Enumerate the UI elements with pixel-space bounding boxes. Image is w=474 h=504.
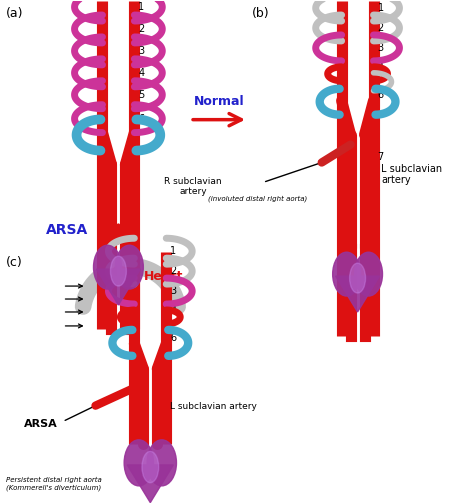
Text: 7: 7 bbox=[377, 152, 384, 161]
Text: ARSA: ARSA bbox=[24, 419, 58, 428]
Text: L subclavian
artery: L subclavian artery bbox=[382, 164, 443, 185]
Polygon shape bbox=[128, 465, 173, 502]
Ellipse shape bbox=[333, 252, 361, 296]
Text: 6: 6 bbox=[138, 114, 145, 123]
Ellipse shape bbox=[116, 245, 143, 289]
Text: 6: 6 bbox=[170, 333, 176, 343]
Text: 4: 4 bbox=[377, 63, 383, 73]
Text: 4: 4 bbox=[138, 68, 145, 78]
Text: (a): (a) bbox=[6, 7, 23, 20]
Text: 3: 3 bbox=[377, 43, 383, 53]
Text: Heart: Heart bbox=[144, 270, 184, 283]
Text: (c): (c) bbox=[6, 256, 23, 269]
Ellipse shape bbox=[142, 452, 159, 483]
Ellipse shape bbox=[93, 245, 121, 289]
Ellipse shape bbox=[110, 256, 127, 286]
Ellipse shape bbox=[124, 440, 154, 486]
Text: Persistent distal right aorta
(Kommerell's diverticulum): Persistent distal right aorta (Kommerell… bbox=[6, 477, 101, 491]
Text: R subclavian
artery: R subclavian artery bbox=[164, 177, 222, 196]
Text: 5: 5 bbox=[138, 90, 145, 100]
Ellipse shape bbox=[350, 263, 365, 293]
Text: 2: 2 bbox=[377, 23, 384, 33]
Text: 6: 6 bbox=[377, 90, 383, 100]
Text: 3: 3 bbox=[138, 46, 145, 56]
Ellipse shape bbox=[355, 252, 383, 296]
Text: 4: 4 bbox=[170, 306, 176, 316]
Text: (involuted distal right aorta): (involuted distal right aorta) bbox=[208, 195, 308, 202]
Text: (b): (b) bbox=[252, 7, 270, 20]
Text: ARSA: ARSA bbox=[46, 223, 88, 237]
Text: L subclavian artery: L subclavian artery bbox=[170, 402, 257, 411]
Text: 1: 1 bbox=[138, 2, 145, 12]
Polygon shape bbox=[97, 269, 140, 305]
Text: 2: 2 bbox=[170, 266, 176, 276]
Text: 1: 1 bbox=[377, 3, 383, 13]
Polygon shape bbox=[336, 276, 380, 312]
Text: 3: 3 bbox=[170, 286, 176, 296]
Text: 2: 2 bbox=[138, 24, 145, 34]
Ellipse shape bbox=[147, 440, 176, 486]
Text: 1: 1 bbox=[170, 246, 176, 256]
Text: Normal: Normal bbox=[194, 95, 245, 108]
